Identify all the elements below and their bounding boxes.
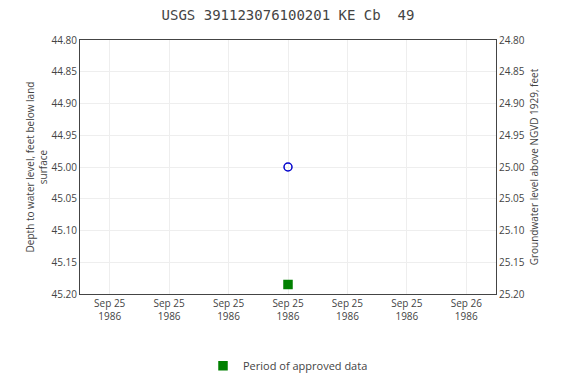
svg-text:25.10: 25.10 [499,223,525,237]
svg-text:Period of approved data: Period of approved data [243,358,367,373]
svg-text:Sep 251986: Sep 251986 [154,296,186,323]
svg-text:45.15: 45.15 [52,255,78,269]
svg-text:24.95: 24.95 [499,128,525,142]
svg-text:25.00: 25.00 [499,160,525,174]
svg-text:45.05: 45.05 [52,191,78,205]
svg-text:44.80: 44.80 [52,33,78,47]
svg-text:Groundwater level above NGVD 1: Groundwater level above NGVD 1929, feet [527,68,541,265]
svg-text:45.10: 45.10 [52,223,78,237]
svg-text:Sep 251986: Sep 251986 [391,296,423,323]
svg-text:44.90: 44.90 [52,96,78,110]
svg-text:Sep 251986: Sep 251986 [213,296,245,323]
svg-text:USGS 391123076100201 KE Cb 49: USGS 391123076100201 KE Cb 49 [162,7,415,23]
svg-text:Sep 251986: Sep 251986 [94,296,126,323]
svg-text:44.95: 44.95 [52,128,78,142]
svg-text:24.85: 24.85 [499,64,525,78]
svg-text:Depth to water level, feet bel: Depth to water level, feet below landsur… [23,82,50,253]
svg-text:45.20: 45.20 [52,287,78,301]
svg-text:44.85: 44.85 [52,64,78,78]
svg-text:Sep 261986: Sep 261986 [451,296,483,323]
svg-text:Sep 251986: Sep 251986 [272,296,304,323]
svg-text:24.80: 24.80 [499,33,525,47]
svg-text:Sep 251986: Sep 251986 [332,296,364,323]
svg-text:24.90: 24.90 [499,96,525,110]
svg-text:45.00: 45.00 [52,160,78,174]
svg-text:25.15: 25.15 [499,255,525,269]
svg-text:25.05: 25.05 [499,191,525,205]
svg-text:25.20: 25.20 [499,287,525,301]
